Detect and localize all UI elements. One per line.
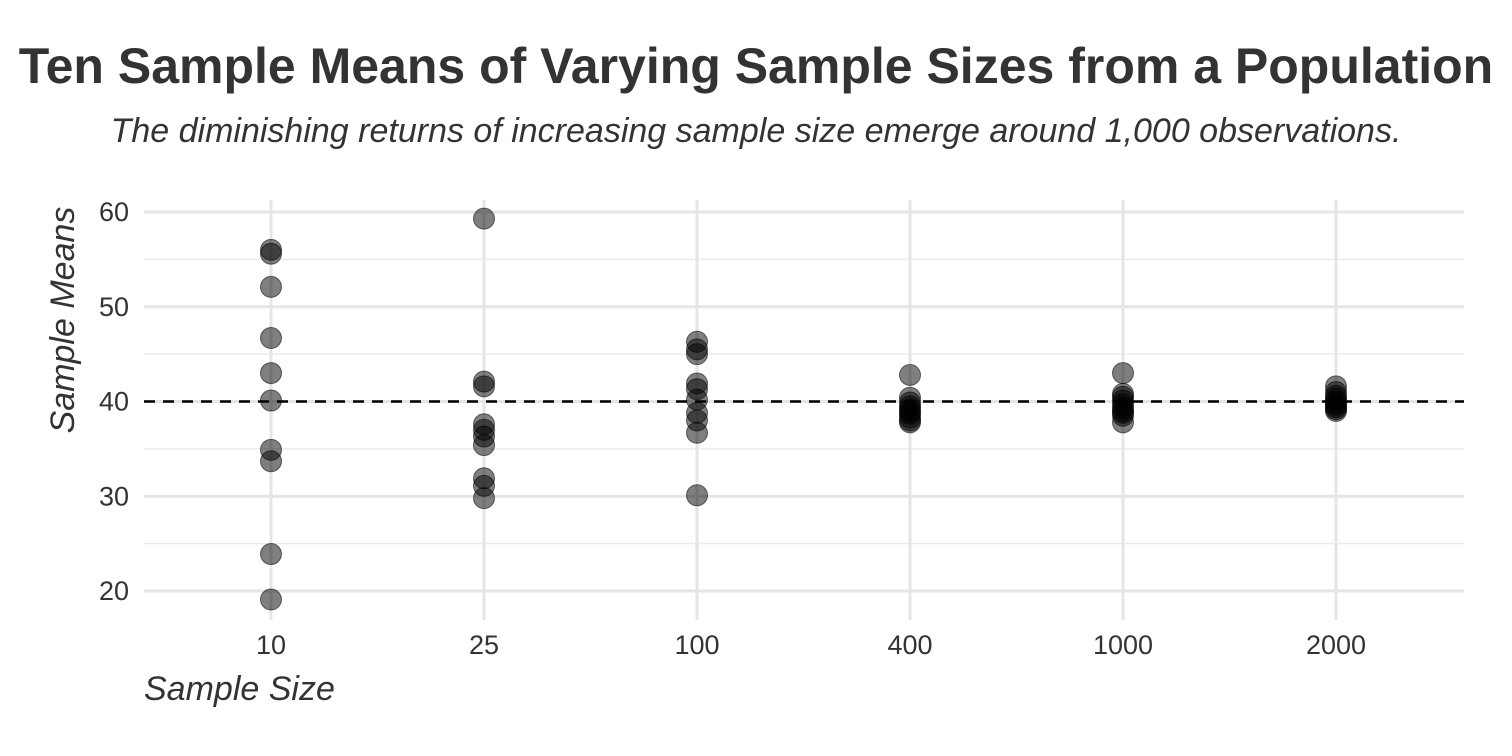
data-point bbox=[686, 421, 708, 444]
x-axis-title: Sample Size bbox=[144, 670, 335, 708]
data-point bbox=[1112, 411, 1134, 434]
data-point bbox=[473, 207, 495, 230]
y-axis-title: Sample Means bbox=[44, 207, 82, 434]
data-point bbox=[899, 411, 921, 434]
x-axis-ticks: 10 25 100 400 1000 2000 bbox=[256, 630, 1366, 660]
data-points bbox=[260, 207, 1347, 611]
y-tick-label: 60 bbox=[99, 197, 129, 227]
y-axis-ticks: 20 30 40 50 60 bbox=[99, 197, 129, 606]
x-tick-label: 1000 bbox=[1093, 630, 1153, 660]
x-tick-label: 400 bbox=[887, 630, 932, 660]
data-point bbox=[1325, 399, 1347, 422]
data-point bbox=[260, 242, 282, 265]
y-tick-label: 30 bbox=[99, 481, 129, 511]
data-point bbox=[260, 362, 282, 385]
data-point bbox=[260, 327, 282, 350]
chart-subtitle: The diminishing returns of increasing sa… bbox=[110, 112, 1402, 150]
title-clip: Ten Sample Means of Varying Sample Sizes… bbox=[0, 0, 1512, 110]
data-point bbox=[899, 363, 921, 386]
data-point bbox=[260, 450, 282, 473]
x-tick-label: 25 bbox=[469, 630, 499, 660]
data-point bbox=[686, 484, 708, 507]
data-point bbox=[260, 389, 282, 412]
y-tick-label: 40 bbox=[99, 387, 129, 417]
y-tick-label: 50 bbox=[99, 292, 129, 322]
y-tick-label: 20 bbox=[99, 576, 129, 606]
data-point bbox=[260, 543, 282, 566]
x-tick-label: 10 bbox=[256, 630, 286, 660]
x-tick-label: 2000 bbox=[1306, 630, 1366, 660]
data-point bbox=[260, 588, 282, 611]
data-point bbox=[260, 275, 282, 298]
data-point bbox=[473, 487, 495, 510]
data-point bbox=[473, 425, 495, 448]
x-tick-label: 100 bbox=[674, 630, 719, 660]
data-point bbox=[1112, 362, 1134, 385]
chart-title: Ten Sample Means of Varying Sample Sizes… bbox=[18, 38, 1494, 94]
data-point bbox=[473, 375, 495, 398]
gridlines bbox=[144, 200, 1464, 620]
data-point bbox=[686, 343, 708, 366]
